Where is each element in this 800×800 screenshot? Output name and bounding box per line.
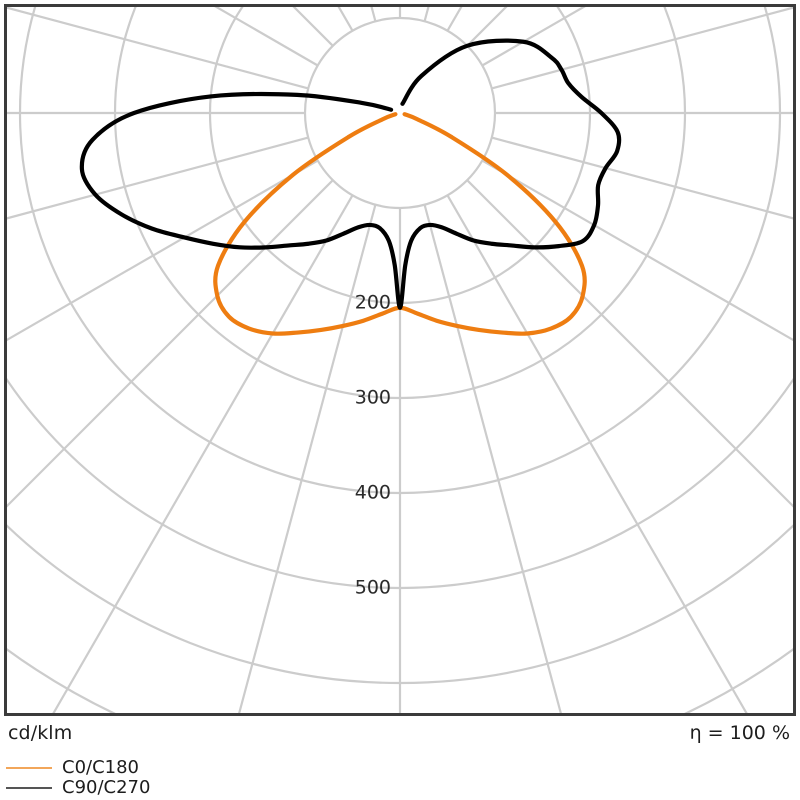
efficiency-label: η = 100 % <box>689 722 790 744</box>
grid-spoke--150 <box>337 7 354 32</box>
polar-plot-svg: 200 300 400 500 <box>7 7 793 713</box>
grid-spoke--45 <box>7 179 334 508</box>
radial-tick-label-300: 300 <box>355 387 391 409</box>
grid-spoke-120 <box>481 7 586 67</box>
legend-swatch-c90-c270 <box>6 787 52 789</box>
grid-spoke-15 <box>423 204 562 713</box>
grid-spoke-150 <box>446 7 463 32</box>
grid-spoke--60 <box>7 159 319 342</box>
legend: C0/C180 C90/C270 <box>6 758 406 798</box>
polar-grid <box>7 7 793 713</box>
legend-swatch-c0-c180 <box>6 767 52 769</box>
diagram-footer: cd/klm η = 100 % C0/C180 C90/C270 <box>0 716 800 800</box>
grid-spoke--135 <box>292 7 334 47</box>
radial-tick-label-200: 200 <box>355 292 391 314</box>
grid-spoke--75 <box>7 136 309 220</box>
grid-spoke-45 <box>466 179 793 508</box>
distribution-curves <box>79 38 622 336</box>
grid-spoke--15 <box>238 204 377 713</box>
legend-item-c90-c270: C90/C270 <box>6 778 406 798</box>
legend-item-c0-c180: C0/C180 <box>6 758 406 778</box>
grid-spoke-30 <box>446 194 748 713</box>
polar-plot-frame: 200 300 400 500 <box>4 4 796 716</box>
grid-spoke--105 <box>7 7 309 90</box>
radial-tick-label-400: 400 <box>355 482 391 504</box>
grid-spoke-105 <box>491 7 793 90</box>
legend-label-c0-c180: C0/C180 <box>62 757 140 778</box>
unit-label: cd/klm <box>8 722 73 744</box>
grid-spoke--30 <box>52 194 354 713</box>
curve-c90-c270 <box>79 38 622 310</box>
grid-spoke--120 <box>214 7 319 67</box>
legend-label-c90-c270: C90/C270 <box>62 777 151 798</box>
radial-tick-labels: 200 300 400 500 <box>355 292 391 599</box>
grid-spoke-75 <box>491 136 793 220</box>
grid-spoke-60 <box>481 159 793 342</box>
radial-tick-label-500: 500 <box>355 577 391 599</box>
